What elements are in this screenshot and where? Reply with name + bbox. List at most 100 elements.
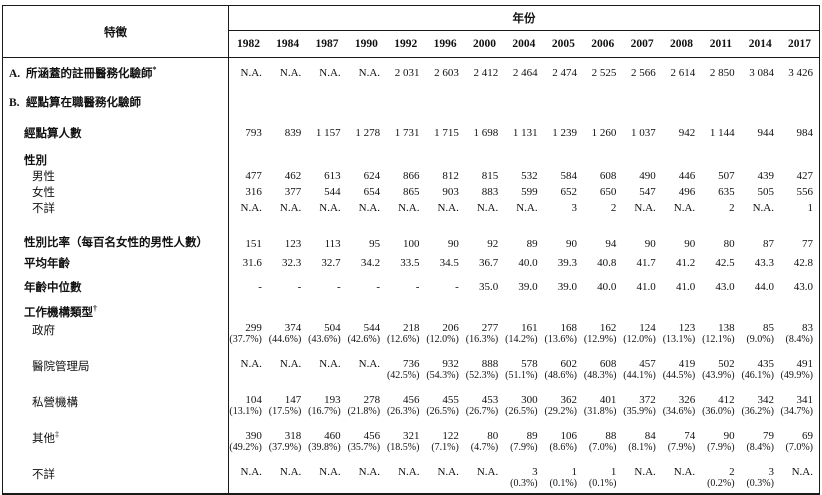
data-cell: 80 (4.7%): [465, 428, 504, 464]
cell-value: 124: [639, 321, 656, 334]
cell-value: 147: [284, 393, 302, 406]
cell-value: N.A.: [279, 357, 302, 370]
row-label: 工作機構類型†: [2, 299, 229, 320]
data-cell: 453 (26.7%): [465, 392, 504, 428]
data-cell: 624: [363, 169, 381, 182]
cell-value: 300: [521, 393, 538, 406]
data-cell: 412 (36.0%): [701, 392, 740, 428]
data-cell: 90: [566, 237, 578, 250]
cell-value: 455: [442, 393, 459, 406]
data-cell: 2 614: [670, 66, 696, 79]
year-header: 2007: [622, 30, 662, 58]
cell-value: 168: [560, 321, 578, 334]
data-cell: N.A.: [240, 66, 262, 79]
data-cell: 736 (42.5%): [386, 356, 425, 392]
data-cell: 84 (8.1%): [622, 428, 661, 464]
cell-value: N.A.: [240, 465, 262, 478]
data-cell: 944: [757, 126, 774, 139]
data-cell: 578 (51.1%): [504, 356, 543, 392]
data-cell: 984: [796, 126, 814, 139]
data-cell: 41.7: [636, 256, 656, 269]
row-mean-age: 平均年齡 31.6 32.3 32.7 34.2 33.5 34.5 36.7 40.0 39.3…: [2, 251, 820, 274]
data-cell: 342 (36.2%): [741, 392, 780, 428]
cell-percentage: (12.0%): [426, 333, 459, 345]
data-cell: -: [258, 280, 262, 293]
data-cell: 316: [245, 185, 262, 198]
cell-percentage: (52.3%): [465, 369, 499, 381]
data-cell: 2 031: [394, 66, 420, 79]
data-cell: 39.0: [557, 280, 578, 293]
data-cell: 1 731: [394, 126, 420, 139]
data-cell: 1 698: [473, 126, 499, 139]
data-cell: N.A.: [229, 464, 268, 494]
data-cell: 300 (26.5%): [504, 392, 543, 428]
data-cell: 168 (13.6%): [544, 320, 583, 356]
year-group-header: 年份: [228, 5, 820, 31]
data-cell: N.A.: [307, 356, 346, 392]
cell-percentage: (9.0%): [746, 333, 774, 345]
data-cell: N.A.: [358, 66, 381, 79]
row-label-text: 男性: [32, 170, 55, 183]
year-header: 2008: [661, 30, 702, 58]
cell-value: 456: [402, 393, 420, 406]
cell-percentage: (7.0%): [588, 441, 617, 453]
cell-value: 2: [729, 465, 735, 478]
data-cell: 419 (44.5%): [662, 356, 701, 392]
year-header: 2017: [779, 30, 820, 58]
row-prefix: B.: [9, 96, 20, 109]
cell-value: N.A.: [437, 465, 459, 478]
data-cell: 123: [284, 237, 302, 250]
year-header: 1992: [386, 30, 426, 58]
data-cell: 456 (35.7%): [347, 428, 386, 464]
data-cell: 69 (7.0%): [780, 428, 820, 464]
data-cell: N.A.: [358, 201, 381, 214]
cell-value: N.A.: [673, 465, 696, 478]
cell-percentage: (26.3%): [386, 405, 420, 417]
data-cell: N.A.: [476, 201, 499, 214]
data-cell: N.A.: [268, 464, 307, 494]
data-cell: N.A.: [268, 356, 307, 392]
year-header: 2006: [583, 30, 623, 58]
data-cell: 2: [729, 201, 735, 214]
data-cell: 455 (26.5%): [425, 392, 464, 428]
cell-value: 79: [762, 429, 774, 442]
cell-percentage: (46.1%): [741, 369, 774, 381]
cell-percentage: (16.7%): [308, 405, 341, 417]
data-cell: 599: [521, 185, 538, 198]
cell-percentage: (37.9%): [268, 441, 302, 453]
data-cell: 113: [324, 237, 341, 250]
cell-percentage: (0.1%): [549, 477, 578, 489]
cell-value: 342: [757, 393, 774, 406]
year-header: 1990: [346, 30, 387, 58]
data-cell: 106 (8.6%): [544, 428, 583, 464]
data-cell: 456 (26.3%): [386, 392, 425, 428]
data-cell: 544: [324, 185, 341, 198]
footnote-marker: *: [152, 64, 157, 74]
data-cell: 490: [639, 169, 656, 182]
footnote-marker: †: [93, 303, 97, 313]
row-label-text: 女性: [32, 186, 55, 199]
cell-value: 888: [481, 357, 499, 370]
data-cell: N.A.: [398, 201, 420, 214]
row-label-text: 性別比率（每百名女性的男性人數）: [24, 236, 208, 249]
data-cell: N.A.: [780, 464, 820, 494]
year-header: 2000: [464, 30, 505, 58]
data-cell: 162 (12.9%): [583, 320, 622, 356]
row-enumerated-count: 經點算人數 793 839 1 157 1 278 1 731 1 715 1 698 1 13…: [2, 115, 820, 150]
row-registered-covered: A. 所涵蓋的註冊醫務化驗師* N.A. N.A. N.A. N.A. 2 031 2 603…: [2, 57, 820, 88]
data-cell: 866: [402, 169, 420, 182]
data-cell: 138 (12.1%): [701, 320, 740, 356]
data-cell: 92: [487, 237, 499, 250]
cell-percentage: (12.9%): [583, 333, 617, 345]
cell-value: 419: [678, 357, 696, 370]
row-label: 經點算人數: [2, 115, 229, 150]
row-label: 政府: [2, 319, 229, 356]
data-cell: 147 (17.5%): [268, 392, 307, 428]
data-cell: 650: [599, 185, 617, 198]
cell-percentage: (26.5%): [426, 405, 459, 417]
row-sex-ratio: 性別比率（每百名女性的男性人數） 151 123 113 95 100 90 92 89 90 94…: [2, 215, 820, 252]
data-cell: N.A.: [437, 201, 459, 214]
data-cell: 122 (7.1%): [425, 428, 464, 464]
data-cell: 435 (46.1%): [741, 356, 780, 392]
data-cell: 43.0: [793, 280, 813, 293]
